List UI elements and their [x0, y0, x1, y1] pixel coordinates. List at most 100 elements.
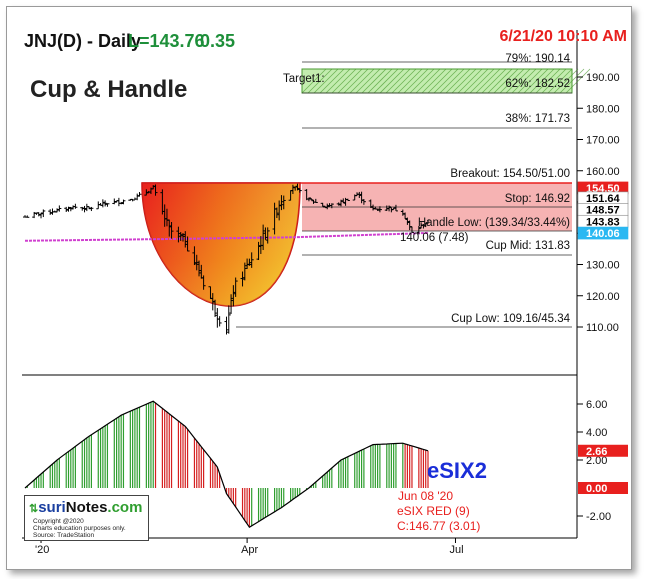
price-bar	[416, 225, 421, 235]
price-bar	[100, 199, 105, 208]
fib62-label: 62%: 182.52	[505, 78, 570, 90]
price-bar	[426, 219, 430, 224]
price-bar	[176, 226, 181, 243]
price-bar	[112, 198, 117, 205]
price-bar	[405, 217, 410, 225]
esix-close: C:146.77 (3.01)	[397, 519, 480, 533]
price-tick-label: 190.00	[586, 72, 620, 84]
price-bar	[375, 208, 380, 211]
price-bar	[55, 208, 60, 213]
price-bar	[153, 184, 158, 196]
price-bar	[256, 241, 261, 261]
price-bar	[64, 206, 69, 212]
moving-average-line	[24, 231, 429, 242]
price-bar	[345, 198, 350, 201]
price-tick-label: 170.00	[586, 135, 620, 147]
esix-title: eSIX2	[427, 458, 487, 483]
target-zone-hatch	[301, 68, 591, 94]
price-bar	[229, 294, 234, 314]
price-bar	[279, 195, 284, 211]
price-bar	[226, 305, 231, 334]
svg-text:143.83: 143.83	[586, 216, 620, 228]
price-bar	[297, 188, 302, 193]
price-bar	[309, 198, 314, 201]
svg-text:0.00: 0.00	[586, 483, 607, 495]
price-bar	[119, 202, 124, 205]
price-bar	[192, 246, 197, 266]
price-bar	[377, 206, 382, 213]
price-bar	[213, 299, 218, 317]
price-bar	[121, 199, 126, 205]
price-bar	[68, 206, 73, 212]
price-bar	[249, 252, 254, 268]
cup-mid-label: Cup Mid: 131.83	[486, 240, 570, 252]
logo-copyright: Copyright @2020	[33, 518, 84, 525]
price-bar	[400, 209, 405, 216]
time-tick-label: '20	[35, 544, 49, 556]
price-bar	[240, 271, 245, 287]
price-bar	[194, 254, 199, 271]
price-bar	[185, 236, 190, 252]
price-bar	[277, 200, 282, 221]
fib38-label: 38%: 171.73	[505, 113, 570, 125]
last-price: L=143.76	[128, 31, 205, 51]
price-bar	[368, 199, 373, 208]
time-axis: '20 Apr Jul	[35, 538, 464, 556]
price-tick-label: 180.00	[586, 103, 620, 115]
price-tick-label: 110.00	[586, 322, 619, 334]
price-bar	[87, 206, 92, 210]
symbol-label: JNJ(D) - Daily	[24, 31, 141, 51]
price-bar	[169, 222, 174, 239]
price-bar	[329, 203, 334, 209]
price-bar	[341, 198, 346, 204]
price-bar	[306, 197, 311, 202]
price-bar	[144, 189, 149, 196]
price-bar	[84, 203, 89, 212]
surinotes-logo: ⇅suriNotes.com Copyright @2020 Charts ed…	[24, 495, 149, 541]
price-tag: 140.06	[577, 226, 629, 240]
svg-text:2.66: 2.66	[586, 446, 607, 458]
logo-arrow-icon: ⇅	[29, 503, 39, 515]
price-bar	[357, 191, 362, 199]
price-tick-label: 130.00	[586, 260, 620, 272]
chart-frame	[6, 6, 632, 570]
price-bar	[423, 222, 428, 228]
osc-axis: -2.00 2.00 4.00 6.00	[577, 399, 611, 523]
price-bar	[336, 202, 341, 206]
price-tick-label: 160.00	[586, 166, 620, 178]
price-bar	[313, 198, 318, 203]
datetime: 6/21/20 10:10 AM	[500, 28, 627, 45]
price-bar	[210, 293, 215, 311]
price-bar	[261, 224, 266, 251]
svg-text:140.06: 140.06	[586, 228, 620, 240]
esix-oscillator-bars	[26, 401, 429, 528]
esix-outline	[24, 400, 429, 529]
price-bar	[224, 316, 229, 335]
price-bar	[295, 183, 300, 191]
pattern-title: Cup & Handle	[30, 76, 187, 103]
price-bar	[73, 203, 78, 209]
osc-tick-label: -2.00	[586, 511, 611, 523]
price-bar	[178, 232, 183, 241]
fib79-label: 79%: 190.14	[505, 53, 570, 65]
price-bar	[338, 199, 343, 207]
price-bar	[167, 219, 172, 237]
time-tick-label: Jul	[449, 544, 463, 556]
price-bar	[215, 308, 220, 328]
price-bar	[48, 209, 53, 215]
price-bar	[135, 193, 140, 201]
osc-tick-label: 6.00	[586, 399, 607, 411]
price-bar	[274, 207, 279, 218]
price-bar	[96, 201, 101, 210]
price-bar	[25, 215, 30, 218]
price-bar	[105, 203, 110, 207]
time-tick-label: Apr	[241, 544, 258, 556]
price-tick-label: 120.00	[586, 291, 620, 303]
price-bar	[66, 206, 71, 212]
price-bar	[290, 184, 295, 195]
price-tag: 151.64	[577, 191, 629, 205]
price-bar	[263, 227, 268, 240]
breakout-label: Breakout: 154.50/51.00	[450, 168, 570, 180]
price-bar	[183, 231, 188, 248]
